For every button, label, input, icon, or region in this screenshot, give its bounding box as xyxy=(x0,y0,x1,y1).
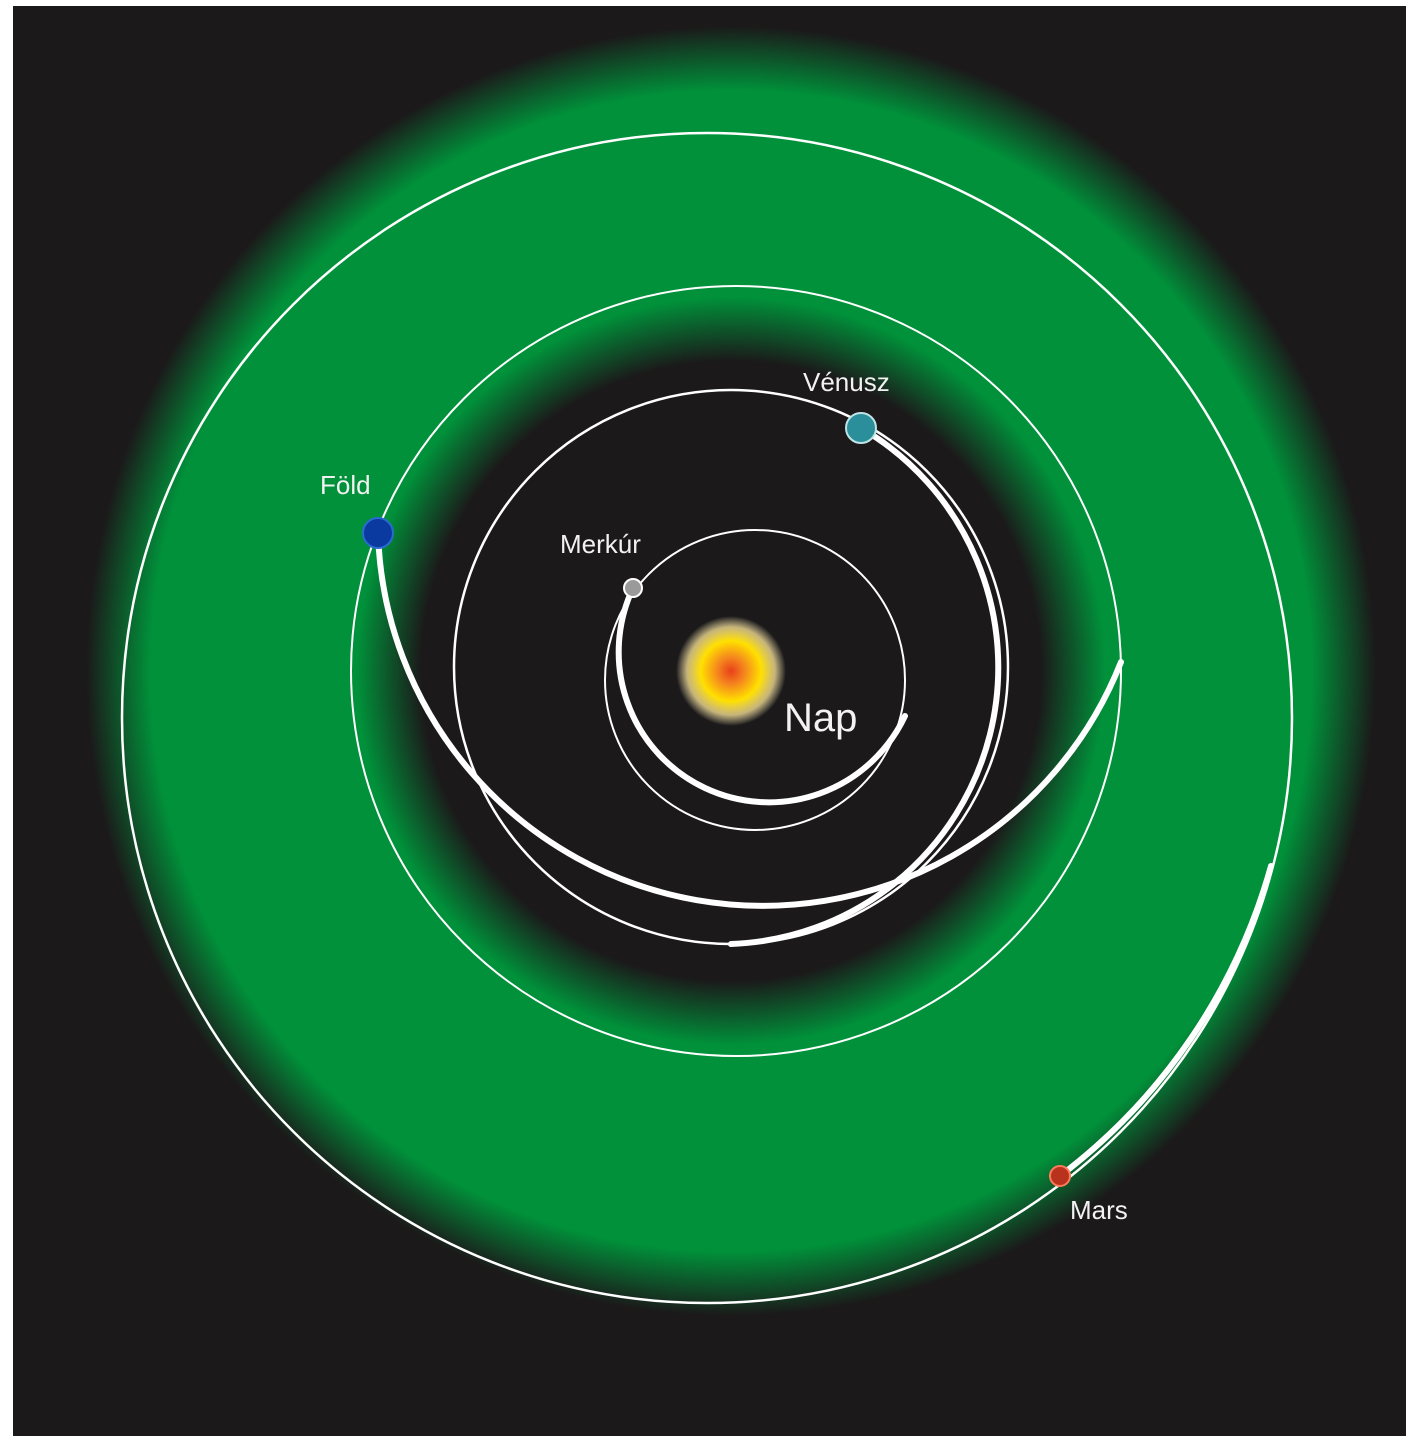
sun-icon xyxy=(676,616,786,726)
mars-orbit xyxy=(120,131,1294,1305)
mercury-dot-icon xyxy=(623,578,643,598)
mars-dot-icon xyxy=(1049,1165,1071,1187)
earth-orbit xyxy=(350,285,1122,1057)
mars-motion-arc xyxy=(1057,863,1274,1179)
earth-label: Föld xyxy=(320,470,371,500)
mercury-label: Merkúr xyxy=(560,529,641,559)
venus-motion-arc xyxy=(728,425,1002,947)
earth-motion-arc xyxy=(375,530,1124,909)
venus-dot-icon xyxy=(845,412,877,444)
sun-label: Nap xyxy=(784,696,857,740)
mercury-orbit xyxy=(604,529,906,831)
earth-dot-icon xyxy=(362,517,394,549)
mars-label: Mars xyxy=(1070,1195,1128,1225)
mercury-motion-arc xyxy=(615,585,908,806)
venus-label: Vénusz xyxy=(803,367,890,397)
